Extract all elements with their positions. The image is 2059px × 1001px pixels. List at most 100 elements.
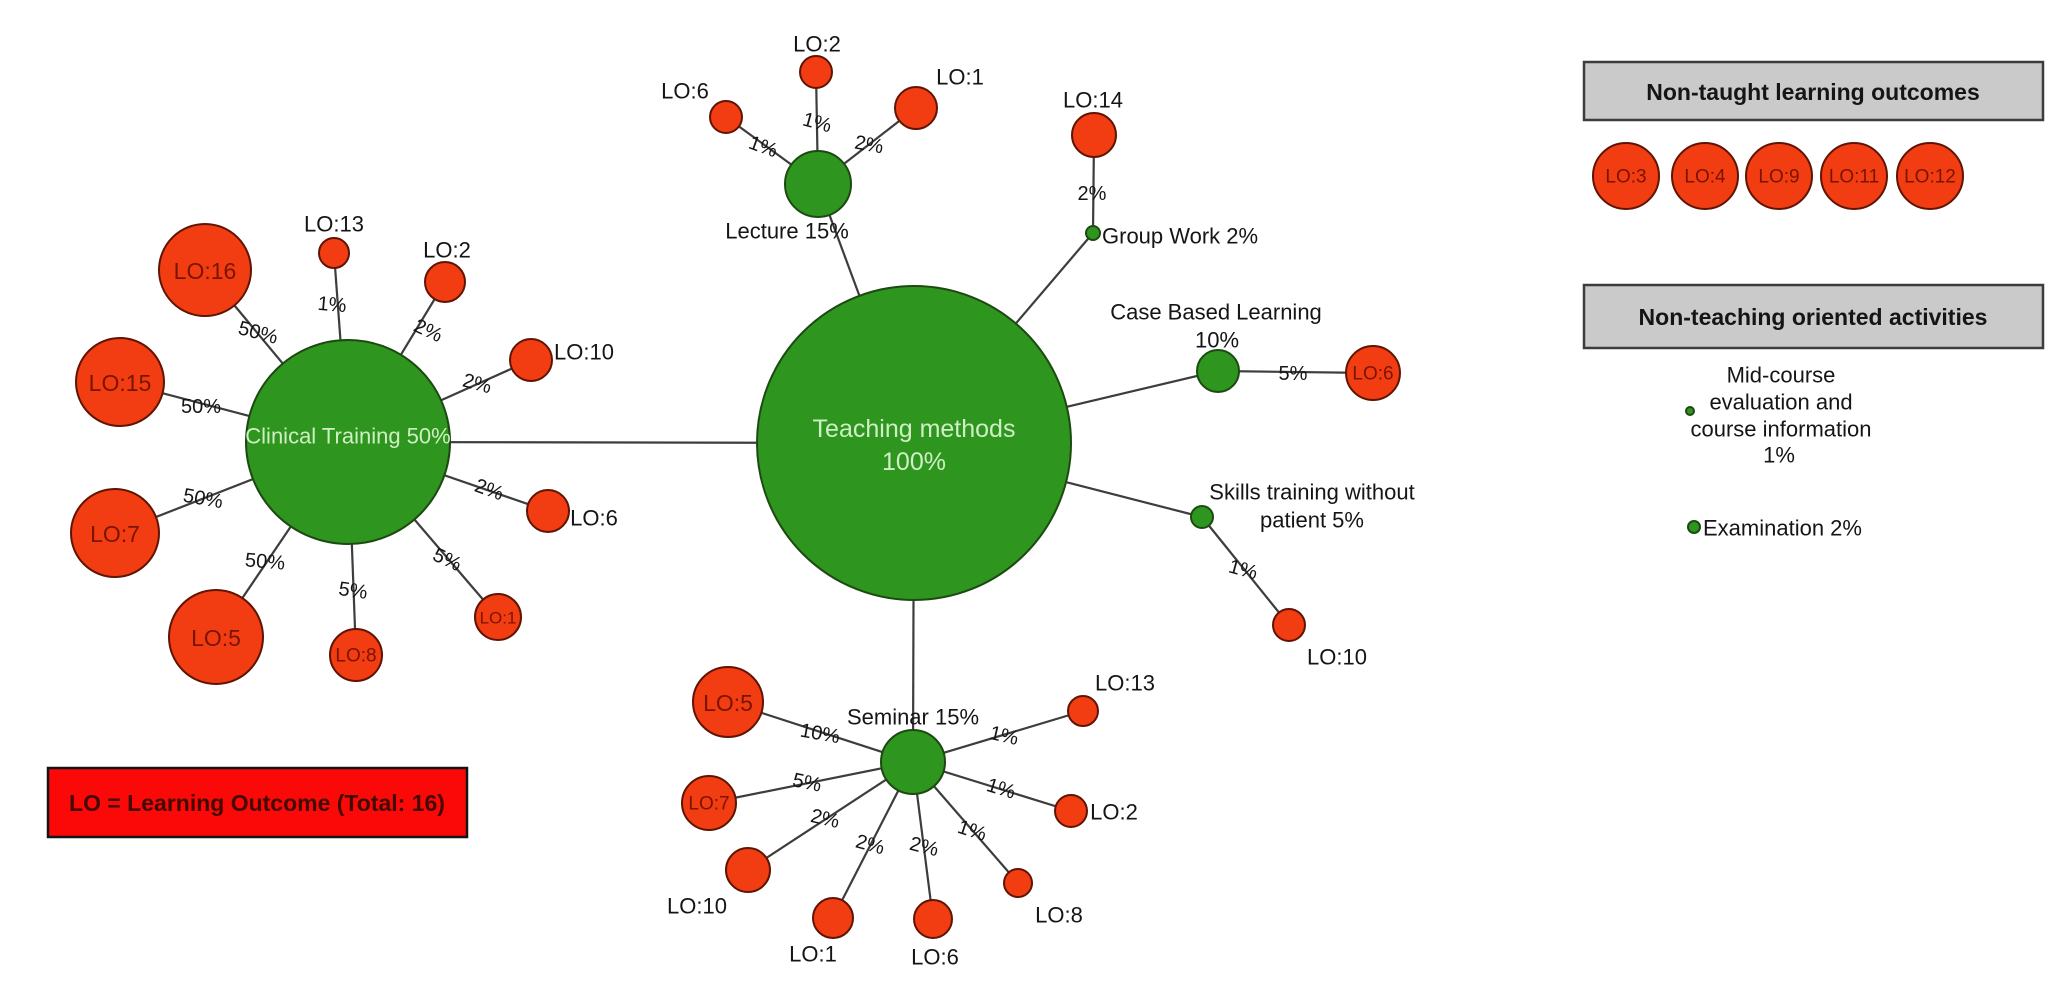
lo3-label: LO:3 <box>1605 167 1646 188</box>
node-lo12-nontaught <box>1896 142 1964 210</box>
cluster-skills-training: Skills training without patient 5% LO:10… <box>1190 480 1415 670</box>
edge-pct: 1% <box>1226 556 1260 585</box>
edge-pct: 5% <box>791 769 824 797</box>
panel-non-teaching: Non-teaching oriented activities Mid-cou… <box>1582 283 2045 541</box>
lo1-label: LO:1 <box>789 942 837 967</box>
lo2-label: LO:2 <box>423 238 471 263</box>
node-lo2-lecture <box>799 55 833 89</box>
edge-pct: 1% <box>746 132 781 163</box>
lo1-label: LO:1 <box>936 65 984 90</box>
edge-pct: 2% <box>410 315 446 347</box>
cluster-clinical-training: Clinical Training 50% LO:16 LO:13 LO:2 L… <box>70 212 618 685</box>
node-lo6-seminar <box>913 899 953 939</box>
node-lo11-nontaught <box>1820 142 1888 210</box>
lo14-label: LO:14 <box>1063 88 1123 113</box>
node-lo8-seminar <box>1003 868 1033 898</box>
lo8-label: LO:8 <box>335 646 376 667</box>
case-based-label-line1: Case Based Learning <box>1110 300 1322 325</box>
node-case-based-learning <box>1196 349 1240 393</box>
node-lo9-nontaught <box>1745 142 1813 210</box>
lo10-label: LO:10 <box>554 340 614 365</box>
edge-pct: 1% <box>317 293 348 317</box>
legend-rect <box>46 766 469 839</box>
node-lo14-groupwork <box>1071 112 1117 158</box>
teaching-methods-label-line2: 100% <box>882 448 946 476</box>
node-lo6-casebased <box>1345 345 1401 401</box>
lo6-label: LO:6 <box>1352 364 1393 385</box>
edge-pct: 50% <box>236 317 281 349</box>
node-mid-course-dot <box>1685 406 1695 416</box>
node-lo10-seminar <box>725 847 771 893</box>
node-lo10-clinical <box>509 338 553 382</box>
edge-pct: 50% <box>181 485 224 514</box>
cluster-teaching-methods: Teaching methods 100% <box>756 285 1072 601</box>
legend-box: LO = Learning Outcome (Total: 16) <box>46 766 469 839</box>
mid-course-line1: Mid-course <box>1727 363 1836 388</box>
node-lo1-clinical <box>474 593 522 641</box>
edge-pct: 2% <box>460 370 494 399</box>
mid-course-line4: 1% <box>1763 443 1795 468</box>
lo12-label: LO:12 <box>1904 167 1956 188</box>
edge-pct: 50% <box>244 549 286 574</box>
lo2-label: LO:2 <box>793 32 841 57</box>
lo11-label: LO:11 <box>1829 167 1879 188</box>
cluster-seminar: Seminar 15% LO:5 LO:7 LO:10 LO:1 LO:6 LO… <box>667 666 1155 970</box>
mid-course-line3: course information <box>1691 417 1872 442</box>
lo6-label: LO:6 <box>911 945 959 970</box>
non-taught-header-box <box>1582 60 2045 122</box>
lo13-label: LO:13 <box>304 212 364 237</box>
edge-pct: 5% <box>337 578 369 604</box>
non-taught-header-text: Non-taught learning outcomes <box>1646 79 1980 105</box>
lo10-label: LO:10 <box>667 894 727 919</box>
edge-pct: 2% <box>853 831 887 860</box>
node-seminar <box>880 729 946 795</box>
lo13-label: LO:13 <box>1095 671 1155 696</box>
node-lo16-clinical <box>158 223 252 317</box>
node-skills-training <box>1190 505 1214 529</box>
mid-course-line2: evaluation and <box>1709 390 1852 415</box>
edge-pct: 10% <box>798 720 841 749</box>
node-lo3-nontaught <box>1592 142 1660 210</box>
lo16-label: LO:16 <box>174 258 237 284</box>
non-teaching-header-box <box>1582 283 2045 350</box>
node-group-work <box>1085 225 1101 241</box>
lo8-label: LO:8 <box>1035 903 1083 928</box>
edge-skills-lo10 <box>1201 516 1290 626</box>
node-lo13-seminar <box>1067 695 1099 727</box>
lo7-label: LO:7 <box>688 794 729 815</box>
node-lo2-seminar <box>1054 794 1088 828</box>
lo15-label: LO:15 <box>89 370 152 396</box>
edge-pct: 1% <box>955 816 989 846</box>
lo5-label: LO:5 <box>191 625 241 651</box>
edge-pct: 1% <box>984 774 1018 804</box>
node-lo5-seminar <box>692 666 764 738</box>
teaching-methods-label-line1: Teaching methods <box>813 415 1016 443</box>
node-lo5-clinical <box>168 589 264 685</box>
panel-non-taught: Non-taught learning outcomes LO:3 LO:4 L… <box>1582 60 2045 210</box>
clinical-training-label: Clinical Training 50% <box>245 424 450 449</box>
edge-pct: 2% <box>808 805 841 833</box>
lo9-label: LO:9 <box>1758 167 1799 188</box>
lo6-label: LO:6 <box>661 79 709 104</box>
node-lo7-clinical <box>70 488 160 578</box>
cluster-case-based-learning: Case Based Learning 10% LO:6 5% <box>1110 300 1401 401</box>
case-based-label-line2: 10% <box>1195 328 1239 353</box>
node-lo1-seminar <box>812 897 854 939</box>
node-lecture <box>784 150 852 218</box>
edge-pct: 2% <box>1078 183 1107 205</box>
cluster-group-work: Group Work 2% LO:14 2% <box>1063 88 1258 249</box>
edge-pct: 2% <box>472 475 507 506</box>
node-lo13-clinical <box>318 237 350 269</box>
lecture-label: Lecture 15% <box>725 219 849 244</box>
edge-pct: 1% <box>800 109 834 138</box>
edge-pct: 2% <box>907 833 941 861</box>
edge-pct: 1% <box>987 722 1020 750</box>
lo1-label: LO:1 <box>480 609 517 628</box>
group-work-label: Group Work 2% <box>1102 224 1258 249</box>
edge-seminar-lo7 <box>708 760 914 805</box>
node-clinical-training <box>245 339 451 545</box>
lo10-label: LO:10 <box>1307 645 1367 670</box>
node-lo1-lecture <box>894 86 938 130</box>
skills-label-line1: Skills training without <box>1209 480 1414 505</box>
